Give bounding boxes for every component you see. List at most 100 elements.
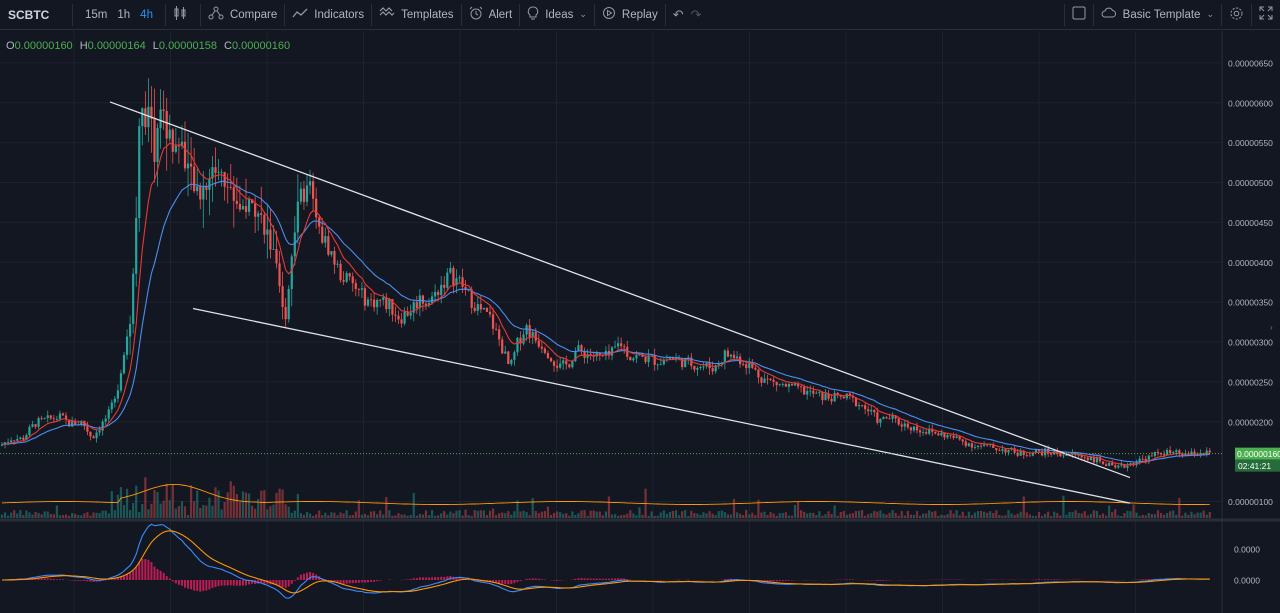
timeframe-4h[interactable]: 4h (140, 8, 153, 21)
volume-bar (986, 512, 989, 518)
candle-body (412, 302, 415, 313)
volume-bar (1184, 512, 1187, 518)
candle-body (180, 141, 184, 146)
volume-bar (769, 511, 772, 518)
price-tick-label: 0.00000550 (1228, 138, 1273, 148)
alert-button[interactable]: Alert (462, 0, 520, 30)
toolbar-divider (460, 3, 462, 26)
candle-body (495, 328, 498, 330)
settings-button[interactable] (1222, 0, 1251, 30)
macd-histogram-bar (95, 580, 98, 582)
macd-histogram-bar (781, 580, 784, 581)
redo-button[interactable]: ↷ (691, 0, 709, 30)
low-label: L (152, 40, 159, 52)
trendline-lower[interactable] (192, 307, 1131, 504)
volume-bar (1047, 511, 1050, 518)
volume-bar (757, 499, 760, 518)
compare-button[interactable]: Compare (201, 0, 284, 30)
price-chart-svg[interactable]: 0.00000650 0.00000600 0.00000550 0.00000500… (0, 31, 1280, 613)
toolbar-divider (284, 3, 286, 26)
volume-bar (430, 510, 434, 518)
undo-button[interactable]: ↶ (666, 0, 691, 30)
macd-histogram-bar (418, 577, 421, 580)
volume-bar (824, 514, 827, 518)
volume-bar (516, 500, 519, 518)
chart-area[interactable]: O0.00000160 H0.00000164 L0.00000158 C0.0… (0, 31, 1280, 613)
volume-bar (1013, 514, 1016, 518)
indicators-icon (292, 7, 308, 22)
volume-bar (803, 511, 806, 518)
candle-body (287, 289, 290, 320)
macd-histogram-bar (1141, 579, 1144, 580)
candle-body (943, 432, 946, 438)
volume-bar (110, 491, 113, 518)
macd-histogram-bar (446, 576, 449, 580)
candle-body (491, 314, 495, 329)
candle-body (409, 312, 412, 316)
volume-bar (1153, 514, 1156, 518)
symbol-search[interactable]: SCBTC (8, 7, 50, 22)
macd-histogram-bar (363, 580, 366, 583)
fullscreen-button[interactable] (1252, 0, 1280, 30)
volume-bar (64, 514, 68, 518)
candle-body (83, 420, 86, 427)
volume-bar (598, 511, 601, 518)
volume-bar (1031, 515, 1034, 518)
volume-bar (556, 511, 559, 518)
macd-histogram-bar (626, 579, 629, 580)
replay-button[interactable]: Replay (595, 0, 665, 30)
volume-bar (821, 515, 824, 518)
candle-body (141, 108, 144, 127)
volume-bar (1150, 514, 1153, 518)
candle-body (308, 181, 312, 186)
timeframe-1h[interactable]: 1h (117, 8, 131, 21)
volume-bar (812, 512, 815, 518)
candle-body (376, 299, 379, 308)
volume-bar (333, 512, 336, 518)
candle-body (723, 350, 726, 363)
macd-histogram-bar (443, 576, 446, 580)
macd-histogram-bar (116, 577, 119, 580)
candle-body (976, 445, 980, 448)
candle-body (1092, 456, 1095, 463)
macd-histogram-bar (342, 580, 345, 585)
timeframe-15m[interactable]: 15m (85, 8, 108, 21)
candle-body (964, 441, 967, 446)
basic-template-button[interactable]: Basic Template ⌄ (1094, 0, 1221, 30)
templates-button[interactable]: Templates (372, 0, 460, 30)
chart-style-button[interactable] (166, 0, 200, 30)
ideas-button[interactable]: Ideas ⌄ (520, 0, 594, 30)
volume-bar (793, 505, 797, 518)
volume-bar (510, 514, 513, 518)
volume-bar (668, 511, 672, 518)
candle-body (275, 249, 278, 264)
candle-body (479, 304, 482, 310)
candle-body (1047, 448, 1050, 454)
candle-body (626, 347, 629, 357)
candle-body (424, 303, 428, 306)
indicators-button[interactable]: Indicators (285, 0, 371, 30)
candle-body (775, 381, 778, 386)
volume-bar (937, 515, 940, 518)
volume-bar (571, 511, 574, 518)
macd-histogram-bar (424, 577, 427, 580)
volume-bar (1120, 515, 1123, 518)
volume-bar (449, 511, 452, 518)
volume-bar (156, 491, 159, 518)
candle-body (305, 185, 309, 202)
volume-bar (409, 514, 412, 518)
macd-histogram-bar (580, 578, 583, 580)
macd-histogram-bar (528, 578, 531, 580)
volume-bar (778, 513, 781, 518)
macd-histogram-bar (37, 578, 40, 580)
candle-body (848, 393, 851, 396)
layout-button[interactable] (1065, 0, 1093, 30)
volume-bar (284, 504, 287, 518)
volume-bar (281, 489, 284, 518)
candle-body (330, 251, 333, 255)
candle-body (394, 314, 397, 316)
volume-bar (610, 514, 614, 518)
trendline-upper[interactable] (109, 101, 1131, 479)
scale-handle-icon[interactable]: › (1270, 323, 1273, 332)
candle-body (458, 277, 461, 279)
